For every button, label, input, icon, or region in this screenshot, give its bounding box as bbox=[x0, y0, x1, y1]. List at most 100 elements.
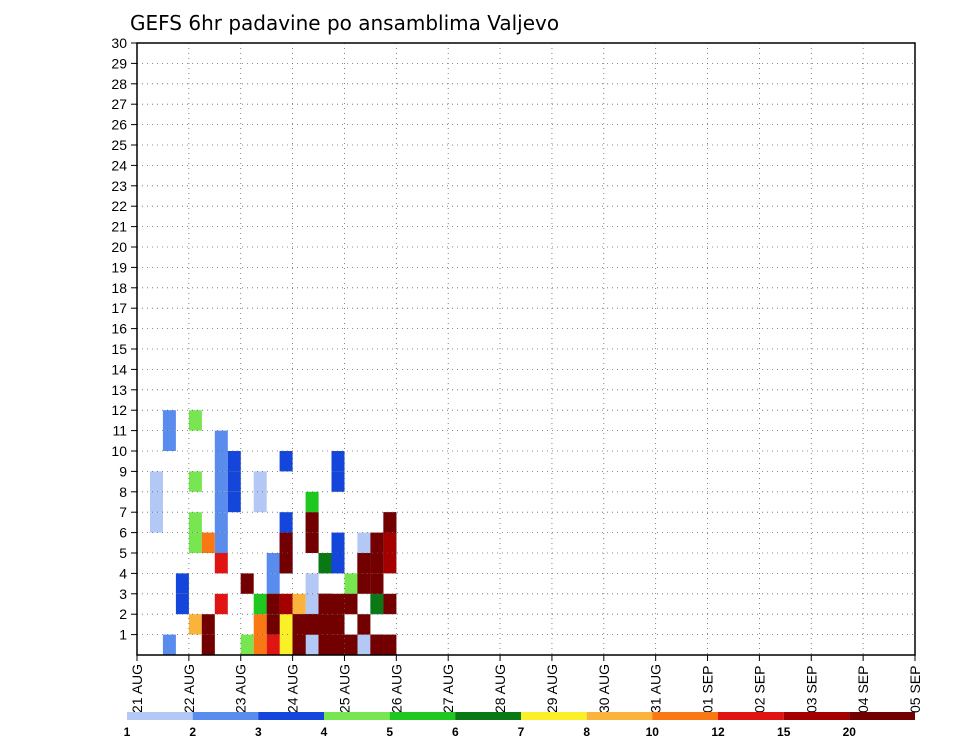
heatmap-cell bbox=[305, 573, 319, 594]
heatmap-cell bbox=[279, 614, 293, 635]
colorbar-label: 5 bbox=[386, 725, 393, 739]
colorbar-segment bbox=[718, 712, 784, 720]
x-tick-label: 01 SEP bbox=[700, 666, 716, 713]
x-tick-label: 05 SEP bbox=[907, 666, 923, 713]
heatmap-cell bbox=[253, 471, 267, 492]
heatmap-cell bbox=[214, 430, 228, 451]
y-tick-label: 12 bbox=[111, 402, 127, 418]
heatmap-cell bbox=[292, 634, 306, 655]
colorbar-segment bbox=[586, 712, 653, 720]
heatmap-cell bbox=[357, 553, 371, 574]
heatmap-cell bbox=[331, 532, 345, 553]
x-tick-label: 04 SEP bbox=[855, 666, 871, 713]
heatmap-cell bbox=[266, 614, 280, 635]
x-axis: 21 AUG 22 AUG 23 AUG 24 AUG 25 AUG 26 AUG 27 A… bbox=[129, 655, 923, 713]
heatmap-cell bbox=[279, 553, 293, 574]
heatmap-cell bbox=[150, 491, 163, 513]
y-tick-label: 6 bbox=[119, 525, 127, 541]
heatmap-cell bbox=[292, 593, 306, 615]
y-tick-label: 18 bbox=[111, 280, 127, 296]
x-tick-label: 03 SEP bbox=[803, 666, 819, 713]
x-tick-label: 28 AUG bbox=[492, 664, 508, 713]
colorbar-label: 4 bbox=[321, 725, 328, 739]
heatmap-cell bbox=[344, 634, 358, 655]
heatmap-cell bbox=[214, 512, 228, 533]
heatmap-cell bbox=[162, 430, 176, 451]
heatmap-cell bbox=[331, 634, 345, 655]
x-tick-label: 24 AUG bbox=[285, 664, 301, 713]
heatmap-cell bbox=[266, 634, 280, 655]
heatmap-cell bbox=[305, 512, 319, 533]
heatmap-cell bbox=[318, 614, 332, 635]
colorbar: 1 2 3 4 5 6 7 8 10 12 15 20 bbox=[124, 712, 915, 739]
heatmap-cell bbox=[370, 593, 384, 615]
heatmap-cell bbox=[188, 532, 202, 553]
y-tick-label: 22 bbox=[111, 198, 127, 214]
y-tick-label: 25 bbox=[111, 137, 127, 153]
y-tick-label: 15 bbox=[111, 341, 127, 357]
heatmap-cell bbox=[214, 491, 228, 513]
colorbar-label: 15 bbox=[777, 725, 791, 739]
x-tick-label: 30 AUG bbox=[596, 664, 612, 713]
heatmap-cell bbox=[279, 512, 293, 533]
heatmap-cell bbox=[357, 573, 371, 594]
y-tick-label: 2 bbox=[119, 606, 127, 622]
heatmap-cell bbox=[318, 553, 332, 574]
colorbar-segment bbox=[389, 712, 456, 720]
heatmap-cell bbox=[331, 593, 345, 615]
plot-frame bbox=[136, 42, 916, 656]
colorbar-label: 1 bbox=[124, 725, 131, 739]
heatmap-cell bbox=[227, 451, 241, 472]
y-tick-label: 23 bbox=[111, 178, 127, 194]
heatmap-cell bbox=[175, 593, 189, 615]
heatmap-cell bbox=[383, 634, 397, 655]
y-axis: 1234567891011121314151617181920212223242… bbox=[111, 35, 137, 643]
heatmap-cell bbox=[279, 451, 293, 472]
cells-layer bbox=[150, 410, 397, 655]
heatmap-cell bbox=[383, 512, 397, 533]
y-tick-label: 13 bbox=[111, 382, 127, 398]
x-tick-label: 22 AUG bbox=[181, 664, 197, 713]
x-tick-label: 26 AUG bbox=[388, 664, 404, 713]
heatmap-cell bbox=[305, 532, 319, 553]
heatmap-cell bbox=[279, 634, 293, 655]
heatmap-cell bbox=[383, 532, 397, 553]
y-tick-label: 19 bbox=[111, 259, 127, 275]
heatmap-cell bbox=[344, 593, 358, 615]
y-tick-label: 26 bbox=[111, 117, 127, 133]
y-tick-label: 27 bbox=[111, 96, 127, 112]
y-tick-label: 5 bbox=[119, 545, 127, 561]
colorbar-label: 7 bbox=[518, 725, 525, 739]
heatmap-cell bbox=[331, 614, 345, 635]
y-tick-label: 11 bbox=[112, 423, 127, 439]
heatmap-cell bbox=[331, 471, 345, 492]
heatmap-cell bbox=[150, 471, 163, 492]
y-tick-label: 28 bbox=[111, 76, 127, 92]
heatmap-cell bbox=[370, 532, 384, 553]
heatmap-cell bbox=[201, 614, 215, 635]
heatmap-cell bbox=[318, 634, 332, 655]
colorbar-label: 2 bbox=[189, 725, 196, 739]
heatmap-cell bbox=[214, 532, 228, 553]
heatmap-cell bbox=[357, 614, 371, 635]
heatmap-cell bbox=[370, 573, 384, 594]
heatmap-cell bbox=[292, 614, 306, 635]
colorbar-segment bbox=[849, 712, 915, 720]
heatmap-cell bbox=[150, 512, 163, 533]
y-tick-label: 30 bbox=[111, 35, 127, 51]
y-tick-label: 10 bbox=[111, 443, 127, 459]
heatmap-cell bbox=[227, 471, 241, 492]
heatmap-cell bbox=[253, 634, 267, 655]
y-tick-label: 24 bbox=[111, 157, 127, 173]
y-tick-label: 14 bbox=[111, 361, 127, 377]
y-tick-label: 20 bbox=[111, 239, 127, 255]
heatmap-cell bbox=[357, 634, 371, 655]
colorbar-segment bbox=[652, 712, 718, 720]
heatmap-cell bbox=[214, 451, 228, 472]
y-tick-label: 3 bbox=[119, 586, 127, 602]
colorbar-label: 20 bbox=[843, 725, 857, 739]
colorbar-segment bbox=[783, 712, 850, 720]
y-tick-label: 7 bbox=[119, 504, 127, 520]
y-tick-label: 4 bbox=[119, 565, 127, 581]
